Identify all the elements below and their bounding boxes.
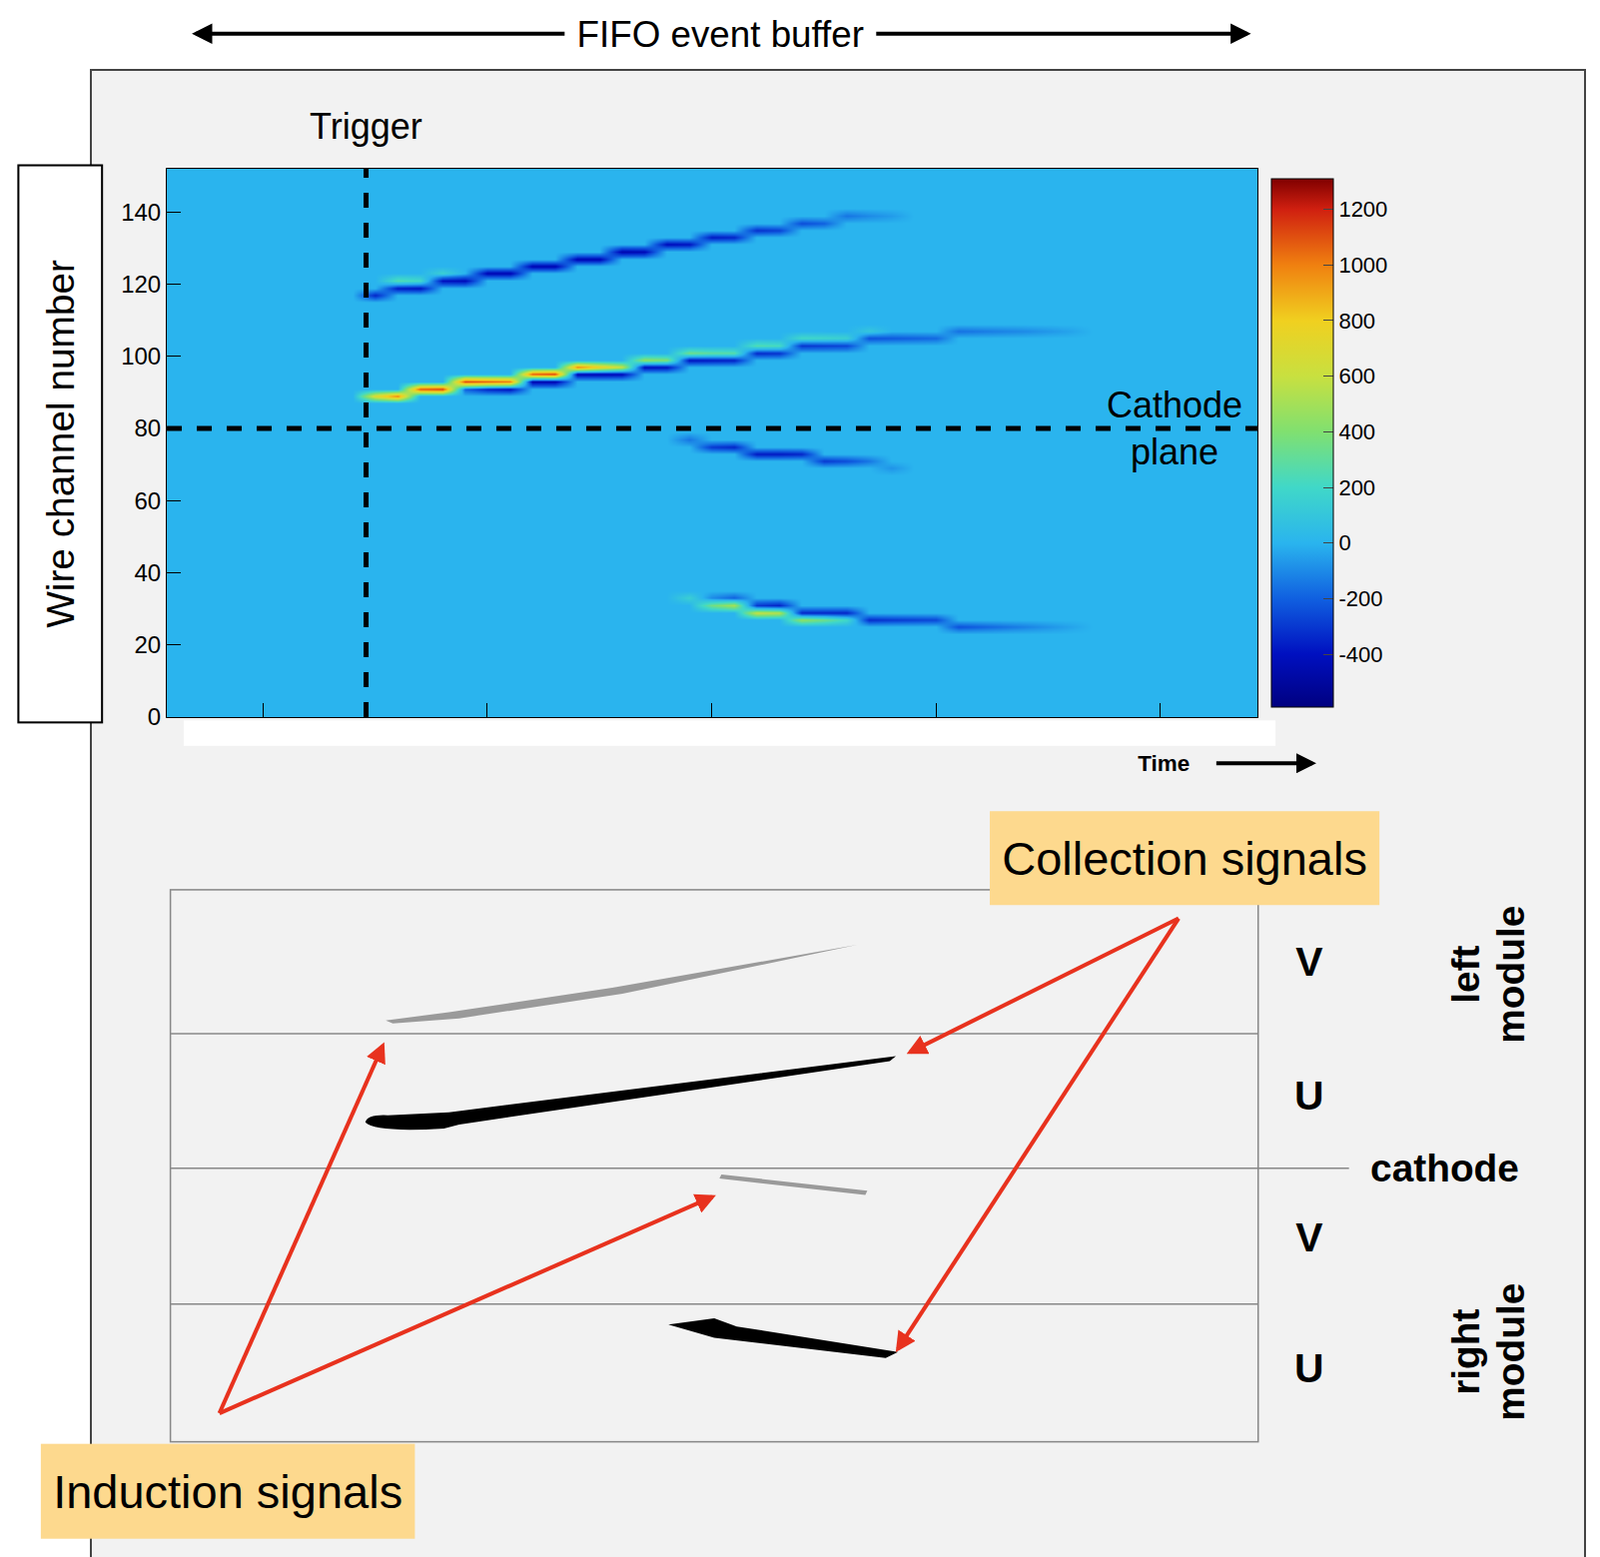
svg-text:1200: 1200 [1338, 196, 1388, 222]
svg-text:U: U [1294, 1072, 1325, 1119]
svg-text:100: 100 [120, 342, 161, 370]
svg-text:120: 120 [120, 270, 161, 298]
svg-text:module: module [1489, 905, 1533, 1044]
svg-text:1000: 1000 [1338, 252, 1388, 278]
svg-text:Time: Time [1137, 751, 1190, 777]
svg-text:-400: -400 [1338, 642, 1383, 668]
svg-text:600: 600 [1338, 363, 1376, 389]
svg-text:FIFO event buffer: FIFO event buffer [577, 13, 864, 55]
svg-text:0: 0 [147, 703, 161, 731]
svg-text:Trigger: Trigger [309, 105, 423, 147]
svg-text:-200: -200 [1338, 586, 1383, 612]
svg-text:20: 20 [133, 631, 161, 659]
svg-text:Collection signals: Collection signals [1001, 831, 1368, 885]
svg-text:60: 60 [133, 487, 161, 515]
svg-text:left: left [1444, 945, 1488, 1004]
svg-text:200: 200 [1338, 475, 1376, 501]
svg-text:80: 80 [133, 414, 161, 442]
svg-text:cathode: cathode [1370, 1146, 1520, 1190]
svg-text:V: V [1295, 938, 1323, 985]
svg-text:140: 140 [120, 198, 161, 226]
svg-text:Induction signals: Induction signals [52, 1465, 403, 1519]
svg-text:module: module [1489, 1283, 1533, 1422]
svg-text:40: 40 [133, 559, 161, 587]
svg-text:400: 400 [1338, 419, 1376, 445]
svg-text:0: 0 [1338, 530, 1351, 556]
svg-text:V: V [1295, 1214, 1323, 1261]
svg-text:Wire channel number: Wire channel number [38, 259, 82, 629]
svg-text:U: U [1294, 1345, 1325, 1392]
svg-text:Cathodeplane: Cathodeplane [1106, 384, 1243, 473]
svg-text:800: 800 [1338, 308, 1376, 334]
svg-text:right: right [1444, 1309, 1488, 1396]
